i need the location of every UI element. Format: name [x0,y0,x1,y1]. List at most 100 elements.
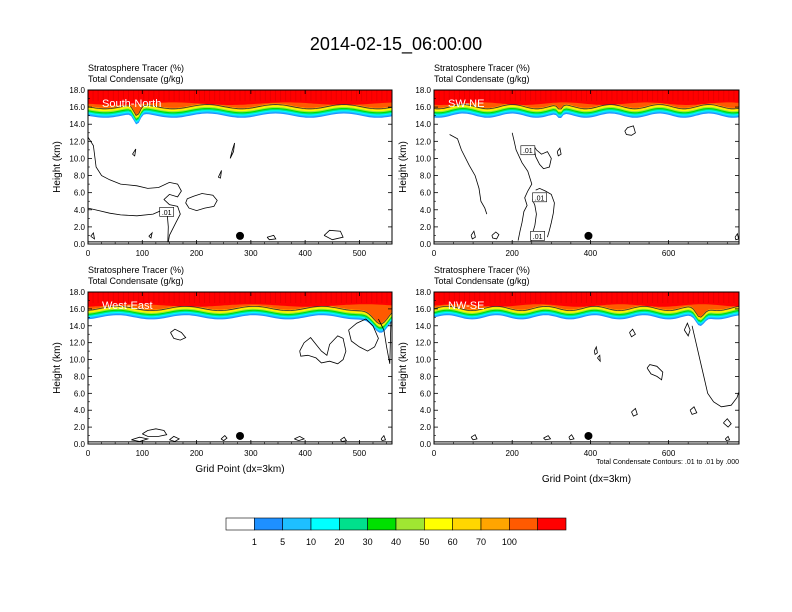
y-tick-label: 0.0 [420,240,432,249]
y-tick-label: 2.0 [74,223,86,232]
condensate-contour [593,345,598,356]
x-tick-label: 200 [190,249,204,258]
condensate-contour [380,434,387,442]
colorbar-swatch [424,517,453,531]
location-marker [236,431,244,440]
colorbar-swatch [225,517,255,531]
contour-label: .01 [533,234,543,241]
condensate-contour [294,435,306,442]
x-tick-label: 0 [86,249,91,258]
y-tick-label: 14.0 [415,120,431,129]
colorbar-label: 30 [363,537,373,547]
condensate-contour [148,231,153,239]
condensate-contour [543,435,552,441]
tropopause-line [88,305,392,325]
x-tick-label: 400 [298,449,312,458]
condensate-contour [88,207,169,243]
y-tick-label: 10.0 [415,154,431,163]
condensate-contour [568,434,575,441]
x-tick-label: 400 [584,449,598,458]
colorbar-label: 5 [280,537,285,547]
colorbar-swatch [395,517,425,531]
condensate-contour [229,142,235,159]
colorbar-label: 20 [334,537,344,547]
y-tick-label: 14.0 [69,322,85,331]
y-tick-label: 0.0 [74,440,86,449]
x-tick-label: 300 [244,449,258,458]
x-axis-label: Grid Point (dx=3km) [195,464,284,475]
x-tick-label: 200 [506,249,520,258]
condensate-contour [689,406,698,415]
x-tick-label: 400 [584,249,598,258]
condensate-contour [266,234,277,241]
contour-label: .01 [535,195,545,202]
y-tick-label: 18.0 [415,86,431,95]
y-tick-label: 4.0 [74,406,86,415]
y-axis-label: Height (km) [398,342,409,394]
y-tick-label: 10.0 [69,356,85,365]
condensate-contour [217,170,222,179]
y-tick-label: 16.0 [69,103,85,112]
condensate-contour [131,436,150,442]
colorbar-swatch [480,517,510,531]
colorbar-swatch [282,517,312,531]
variable-label: Stratosphere Tracer (%) [88,63,184,73]
condensate-contour [170,328,187,341]
colorbar-label: 10 [306,537,316,547]
condensate-contour [491,231,500,240]
x-tick-label: 600 [662,449,676,458]
x-tick-label: 100 [136,449,150,458]
y-axis-label: Height (km) [398,141,409,193]
panel-plot-area [88,292,392,444]
condensate-contour [132,148,137,157]
condensate-contour [449,134,488,215]
variable-label: Stratosphere Tracer (%) [88,265,184,275]
y-tick-label: 8.0 [74,172,86,181]
y-tick-label: 2.0 [420,423,432,432]
colorbar-swatch [310,517,340,531]
panel-label: NW-SE [448,300,484,312]
panel-3: West-East Stratosphere Tracer (%)Total Co… [52,265,393,475]
y-tick-label: 6.0 [420,189,432,198]
condensate-contour [323,229,344,241]
x-tick-label: 500 [353,449,367,458]
variable-label: Total Condensate (g/kg) [88,74,184,84]
x-tick-label: 200 [506,449,520,458]
x-axis-label: Grid Point (dx=3km) [542,474,631,485]
y-tick-label: 18.0 [69,86,85,95]
y-tick-label: 16.0 [415,103,431,112]
y-tick-label: 4.0 [74,206,86,215]
variable-label: Total Condensate (g/kg) [434,74,530,84]
y-tick-label: 8.0 [420,372,432,381]
y-tick-label: 2.0 [420,223,432,232]
variable-label: Total Condensate (g/kg) [88,276,184,286]
location-marker [584,431,593,440]
tropopause-line [88,104,392,116]
condensate-contour [220,435,228,442]
contour-label-box [532,192,547,203]
colorbar-swatch [452,517,482,531]
panel-plot-area: .01 [88,90,392,244]
panel-1: .01 South-North Stratosphere Tracer (%)Tot… [52,63,393,258]
condensate-contour [533,145,552,170]
colorbar-label: 40 [391,537,401,547]
y-tick-label: 18.0 [69,288,85,297]
condensate-contour [556,147,562,157]
y-axis-label: Height (km) [52,342,63,394]
y-tick-label: 6.0 [420,389,432,398]
figure-title: 2014-02-15_06:00:00 [310,34,482,55]
condensate-contour [629,328,636,338]
y-tick-label: 2.0 [74,423,86,432]
condensate-contour [683,322,691,337]
x-tick-label: 0 [86,449,91,458]
contour-label: .01 [523,148,533,155]
location-marker [236,231,244,240]
colorbar-label: 100 [502,537,517,547]
panel-label: SW-NE [448,98,484,110]
panel-2: .01 .01 .01 SW-NE Stratosphere Tracer (%)Tot… [398,63,740,258]
location-marker [584,231,593,240]
colorbar-label: 50 [419,537,429,547]
y-tick-label: 10.0 [69,154,85,163]
